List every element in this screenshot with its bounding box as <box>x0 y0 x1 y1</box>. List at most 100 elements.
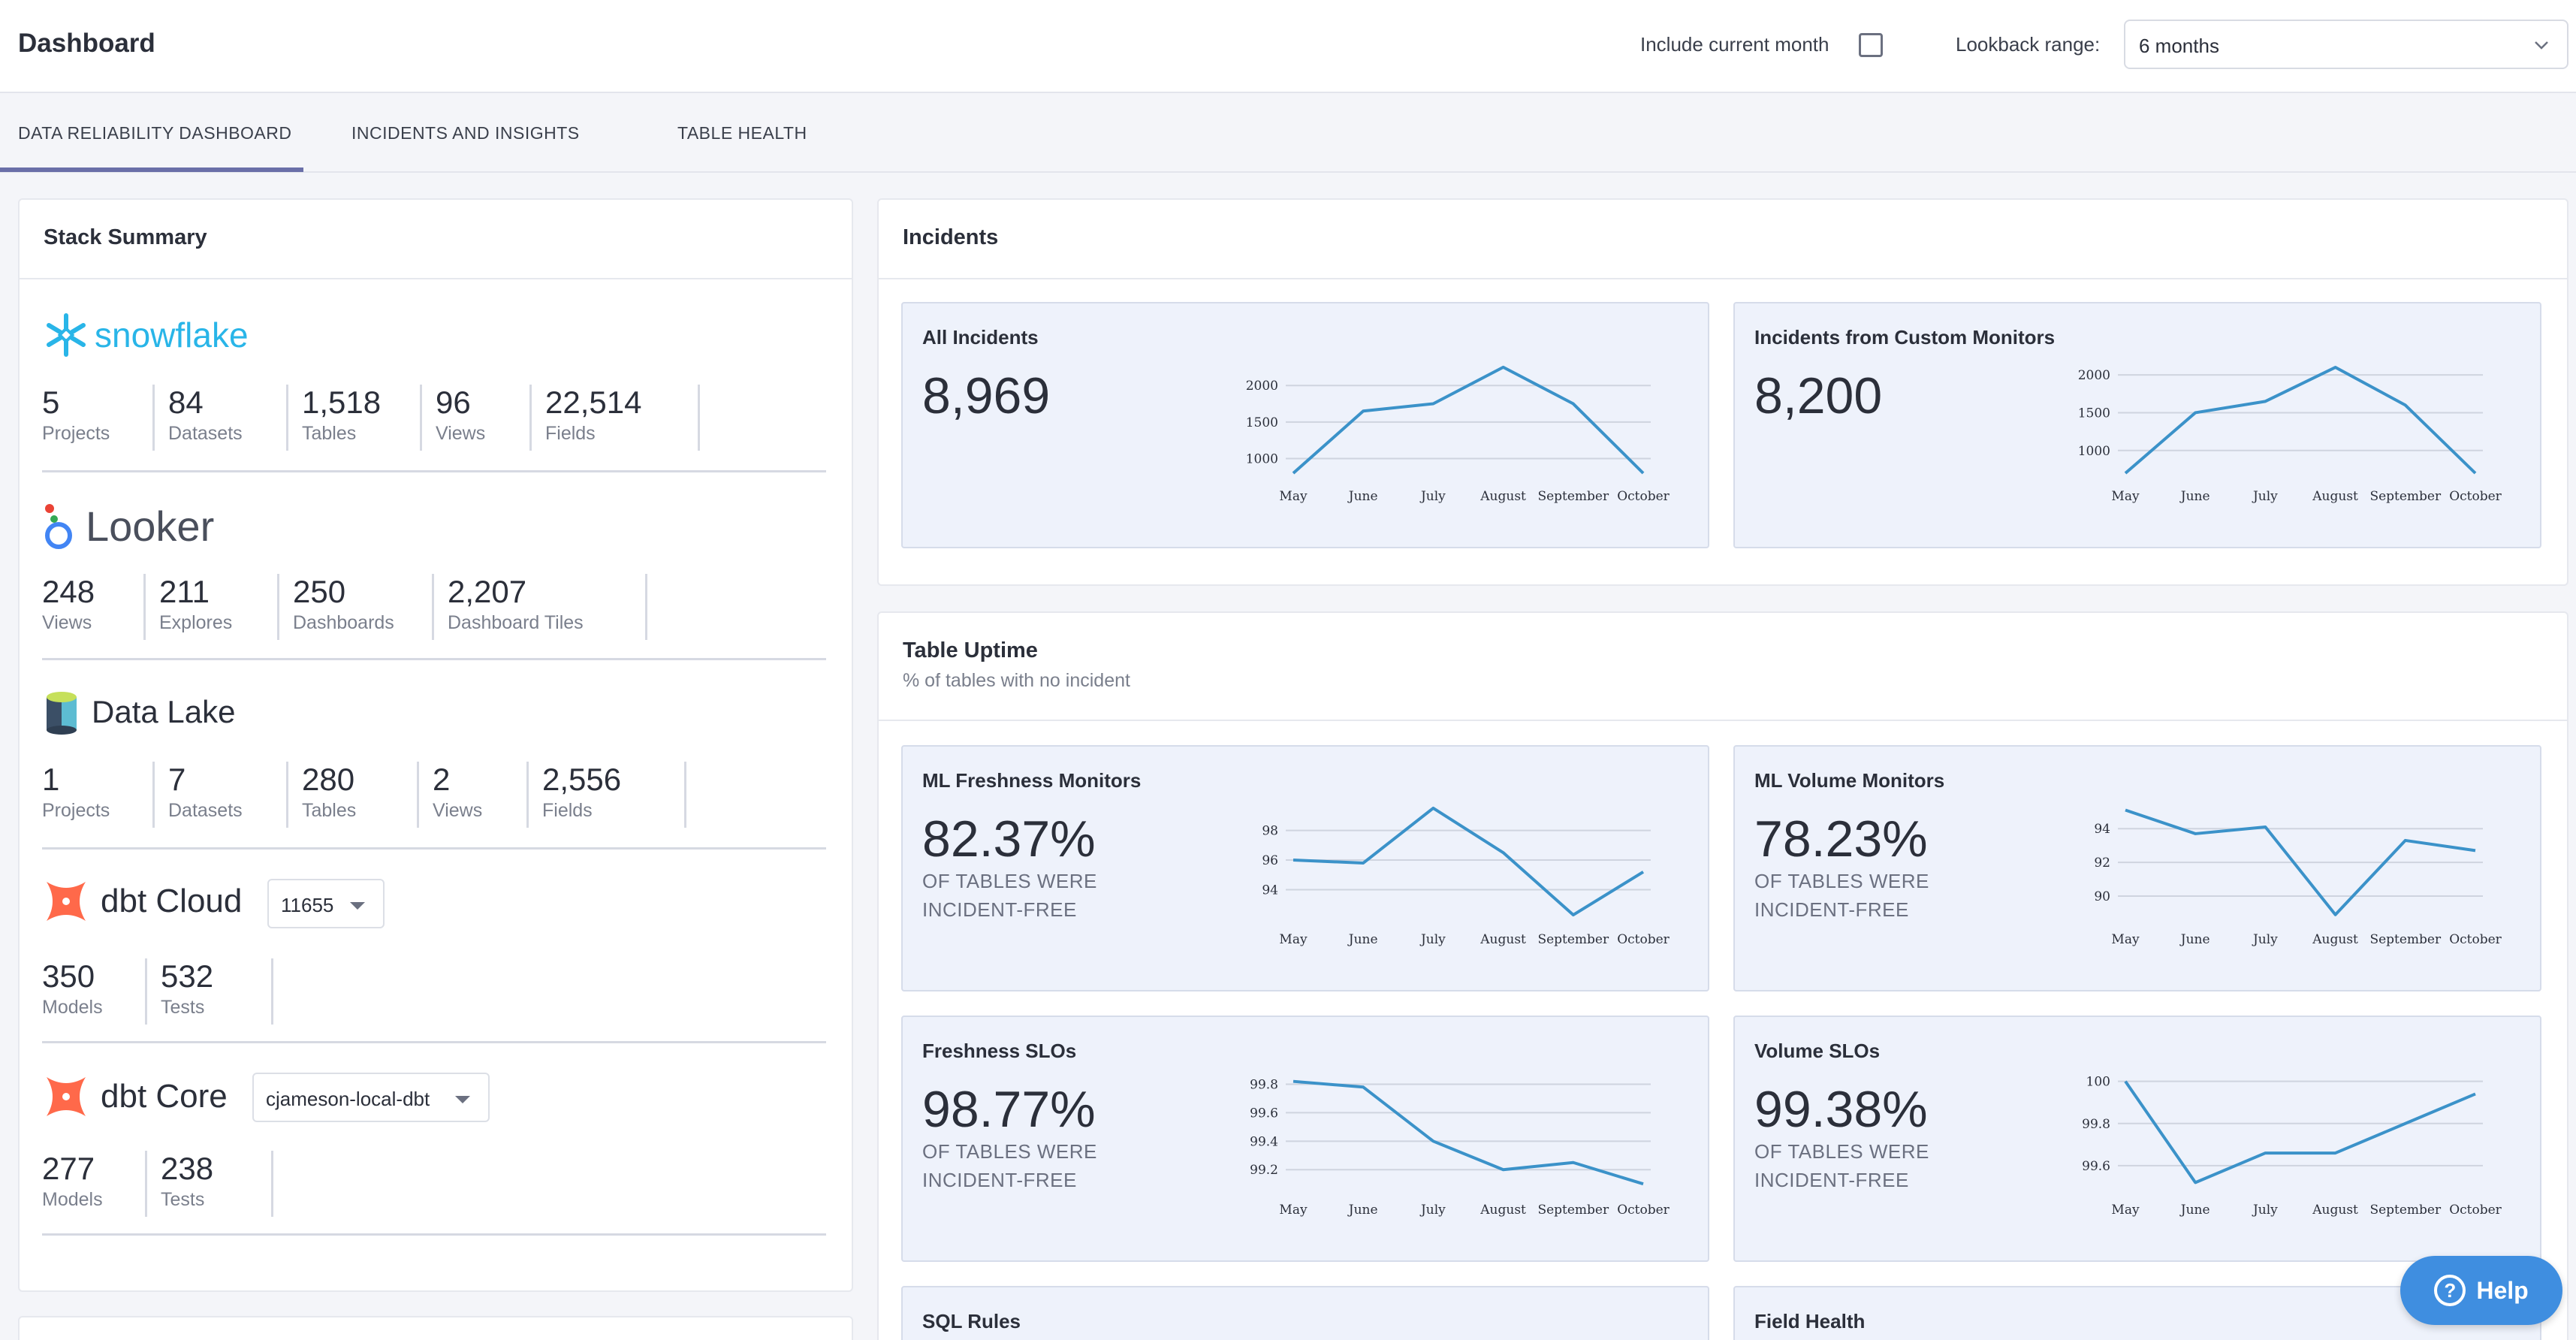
y-tick-label: 99.6 <box>2082 1159 2110 1174</box>
source-divider <box>42 847 826 850</box>
tab-incidents-and-insights[interactable]: INCIDENTS AND INSIGHTS <box>351 123 580 143</box>
stat-value: 2,556 <box>542 762 622 797</box>
panel-title: Freshness SLOs <box>922 1040 1077 1062</box>
x-tick-label: July <box>1419 489 1446 504</box>
help-button[interactable]: ? Help <box>2400 1256 2562 1325</box>
stat-label: Views <box>42 612 92 633</box>
panel-value: 8,969 <box>922 367 1051 424</box>
y-tick-label: 99.2 <box>1250 1163 1278 1178</box>
tab-data-reliability-dashboard[interactable]: DATA RELIABILITY DASHBOARD <box>18 123 292 143</box>
chevron-down-icon <box>2535 41 2548 50</box>
ml-volume-panel: ML Volume Monitors 78.23% OF TABLES WERE… <box>1733 745 2541 991</box>
dbt-cloud-name: dbt Cloud <box>101 883 243 919</box>
data-lake-source: Data Lake <box>42 690 235 735</box>
stat-label: Datasets <box>168 423 243 444</box>
include-current-month-label: Include current month <box>1640 33 1829 56</box>
stat-label: Fields <box>542 800 593 821</box>
question-icon: ? <box>2434 1275 2466 1306</box>
y-tick-label: 1500 <box>1246 415 1278 430</box>
y-tick-label: 90 <box>2094 889 2110 904</box>
x-tick-label: June <box>2179 932 2210 947</box>
y-tick-label: 99.4 <box>1250 1134 1278 1149</box>
stat-item: 1,518 Tables <box>302 385 422 451</box>
series-line <box>1293 1079 1644 1186</box>
lookback-range-select[interactable]: 6 months <box>2124 20 2568 69</box>
x-tick-label: June <box>1347 1203 1378 1218</box>
stat-value: 250 <box>293 574 346 609</box>
stat-item: 5 Projects <box>42 385 155 451</box>
tab-table-health[interactable]: TABLE HEALTH <box>677 123 807 143</box>
x-tick-label: May <box>2111 1203 2140 1218</box>
panel-title: Incidents from Custom Monitors <box>1754 326 2056 349</box>
looker-stats: 248 Views 211 Explores 250 Dashboards 2,207… <box>42 574 661 640</box>
x-tick-label: October <box>2449 932 2502 947</box>
all-incidents-chart: 1000 1500 2000 May June July August September Oc… <box>1246 365 1670 504</box>
snowflake-name: snowflake <box>95 315 249 355</box>
stat-value: 277 <box>42 1151 95 1186</box>
y-tick-label: 99.8 <box>2082 1117 2110 1132</box>
x-tick-label: August <box>2312 1203 2358 1218</box>
panel-value: 99.38% <box>1754 1081 1928 1138</box>
stat-value: 280 <box>302 762 355 797</box>
x-tick-label: May <box>2111 932 2140 947</box>
x-tick-label: September <box>2369 932 2442 947</box>
panel-note: OF TABLES WERE INCIDENT-FREE <box>922 1140 1097 1191</box>
stack-summary-title: Stack Summary <box>44 225 207 249</box>
series-line <box>2125 808 2476 916</box>
snowflake-logo-icon <box>47 313 86 357</box>
stat-label: Tables <box>302 423 357 444</box>
panel-value: 98.77% <box>922 1081 1096 1138</box>
stat-label: Explores <box>159 612 233 633</box>
stat-item: 1 Projects <box>42 762 155 828</box>
x-tick-label: June <box>1347 932 1378 947</box>
y-tick-label: 92 <box>2094 856 2110 871</box>
stat-item: 7 Datasets <box>168 762 288 828</box>
page-title: Dashboard <box>18 29 155 58</box>
stat-item: 250 Dashboards <box>293 574 434 640</box>
dbt-cloud-stats: 350 Models 532 Tests <box>42 958 287 1025</box>
x-tick-label: October <box>2449 1203 2502 1218</box>
dbt-cloud-account-select[interactable]: 11655 <box>267 879 385 928</box>
x-tick-label: August <box>1480 1203 1526 1218</box>
card-divider <box>879 278 2567 279</box>
dbt-core-stats: 277 Models 238 Tests <box>42 1151 287 1217</box>
x-tick-label: October <box>1617 932 1670 947</box>
stat-label: Projects <box>42 423 110 444</box>
y-tick-label: 99.6 <box>1250 1106 1278 1121</box>
source-divider <box>42 470 826 472</box>
active-tab-indicator <box>0 168 303 172</box>
stat-item: 211 Explores <box>159 574 279 640</box>
panel-value: 8,200 <box>1754 367 1883 424</box>
include-current-month-checkbox[interactable] <box>1859 33 1883 57</box>
all-incidents-panel: All Incidents 8,969 1000 1500 2000 May June J… <box>901 302 1709 548</box>
y-tick-label: 94 <box>2094 822 2110 837</box>
stat-value: 238 <box>161 1151 214 1186</box>
stat-value: 2 <box>433 762 451 797</box>
stat-value: 350 <box>42 958 95 994</box>
x-tick-label: July <box>2252 932 2278 947</box>
volume-slos-panel: Volume SLOs 99.38% OF TABLES WERE INCIDE… <box>1733 1016 2541 1262</box>
panel-title: Field Health <box>1754 1310 1866 1332</box>
stat-value: 22,514 <box>545 385 642 420</box>
dbt-core-project-select[interactable]: cjameson-local-dbt <box>252 1073 490 1122</box>
x-tick-label: September <box>1537 932 1609 947</box>
x-tick-label: August <box>1480 932 1526 947</box>
volume-slos-chart: 99.6 99.8 100 May June July August September Oct… <box>2082 1075 2502 1218</box>
x-tick-label: October <box>1617 489 1670 504</box>
panel-title: ML Freshness Monitors <box>922 769 1142 792</box>
stat-label: Dashboard Tiles <box>448 612 584 633</box>
stat-value: 532 <box>161 958 214 994</box>
series-line <box>2124 366 2477 475</box>
y-tick-label: 1000 <box>1246 452 1278 467</box>
dbt-core-project-value: cjameson-local-dbt <box>266 1088 430 1110</box>
stat-label: Tables <box>302 800 357 821</box>
looker-name: Looker <box>86 502 215 550</box>
x-tick-label: October <box>2449 489 2502 504</box>
panel-title: Volume SLOs <box>1754 1040 1881 1062</box>
stat-item: 277 Models <box>42 1151 147 1217</box>
snowflake-source: snowflake <box>42 311 249 359</box>
x-tick-label: August <box>2312 932 2358 947</box>
panel-title: All Incidents <box>922 326 1039 349</box>
panel-value: 78.23% <box>1754 810 1928 868</box>
stat-item: 532 Tests <box>161 958 273 1025</box>
